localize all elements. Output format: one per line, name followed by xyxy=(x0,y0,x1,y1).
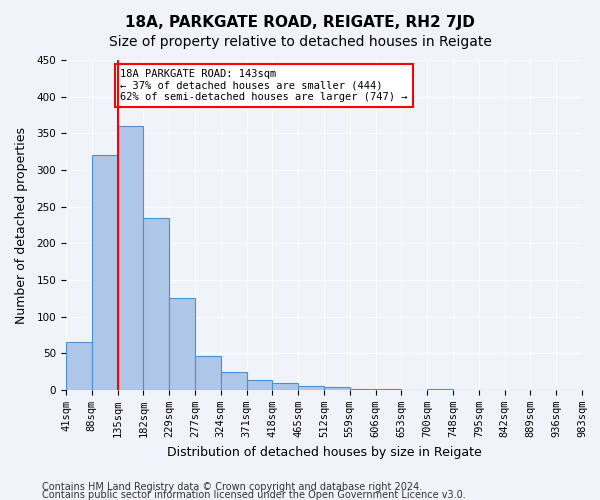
Bar xyxy=(92,156,118,390)
Text: Contains HM Land Registry data © Crown copyright and database right 2024.: Contains HM Land Registry data © Crown c… xyxy=(42,482,422,492)
Bar xyxy=(195,356,221,390)
Text: 18A, PARKGATE ROAD, REIGATE, RH2 7JD: 18A, PARKGATE ROAD, REIGATE, RH2 7JD xyxy=(125,15,475,30)
Text: 18A PARKGATE ROAD: 143sqm
← 37% of detached houses are smaller (444)
62% of semi: 18A PARKGATE ROAD: 143sqm ← 37% of detac… xyxy=(120,69,407,102)
Text: Size of property relative to detached houses in Reigate: Size of property relative to detached ho… xyxy=(109,35,491,49)
Bar xyxy=(118,126,143,390)
Bar xyxy=(272,382,298,390)
Text: Contains public sector information licensed under the Open Government Licence v3: Contains public sector information licen… xyxy=(42,490,466,500)
Bar xyxy=(66,342,92,390)
Bar xyxy=(324,387,350,390)
X-axis label: Distribution of detached houses by size in Reigate: Distribution of detached houses by size … xyxy=(167,446,481,458)
Y-axis label: Number of detached properties: Number of detached properties xyxy=(15,126,28,324)
Bar xyxy=(143,218,169,390)
Bar xyxy=(169,298,195,390)
Bar xyxy=(298,386,324,390)
Bar xyxy=(247,380,272,390)
Bar xyxy=(350,388,376,390)
Bar xyxy=(221,372,247,390)
Bar xyxy=(427,388,453,390)
